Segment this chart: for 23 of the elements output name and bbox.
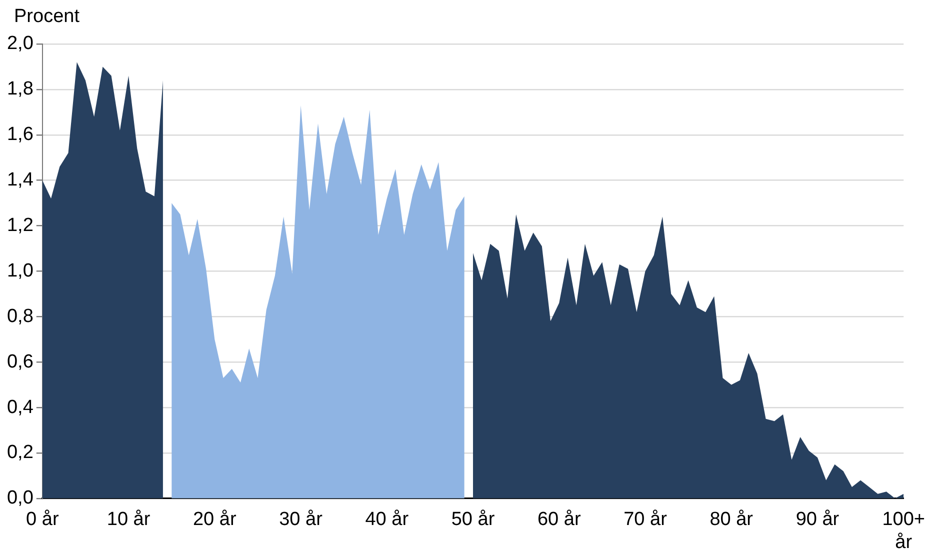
x-tick-label: 100+ år — [882, 509, 925, 553]
y-tick-label: 0,6 — [6, 351, 34, 372]
y-tick-label: 0,8 — [6, 306, 34, 327]
x-tick-label: 90 år — [796, 509, 840, 530]
x-tick-label: 70 år — [624, 509, 668, 530]
x-tick-label: 10 år — [106, 509, 151, 530]
y-tick-label: 0,0 — [6, 488, 34, 509]
y-tick-label: 1,8 — [6, 78, 34, 100]
y-axis-title: Procent — [14, 6, 80, 28]
x-tick-label: 0 år — [26, 509, 60, 530]
y-tick-label: 0,4 — [6, 396, 34, 418]
y-tick-label: 0,2 — [6, 442, 34, 464]
y-tick-label: 1,2 — [6, 214, 34, 236]
y-tick-label: 2,0 — [6, 33, 34, 54]
x-tick-label: 50 år — [451, 509, 496, 530]
x-tick-label: 60 år — [537, 509, 582, 530]
x-tick-label: 40 år — [365, 509, 410, 530]
y-tick-label: 1,4 — [6, 170, 34, 191]
y-tick-label: 1,0 — [6, 260, 34, 282]
y-tick-label: 1,6 — [6, 124, 34, 146]
x-tick-label: 20 år — [192, 509, 237, 530]
x-tick-label: 30 år — [279, 509, 324, 530]
x-tick-label: 80 år — [710, 509, 754, 530]
